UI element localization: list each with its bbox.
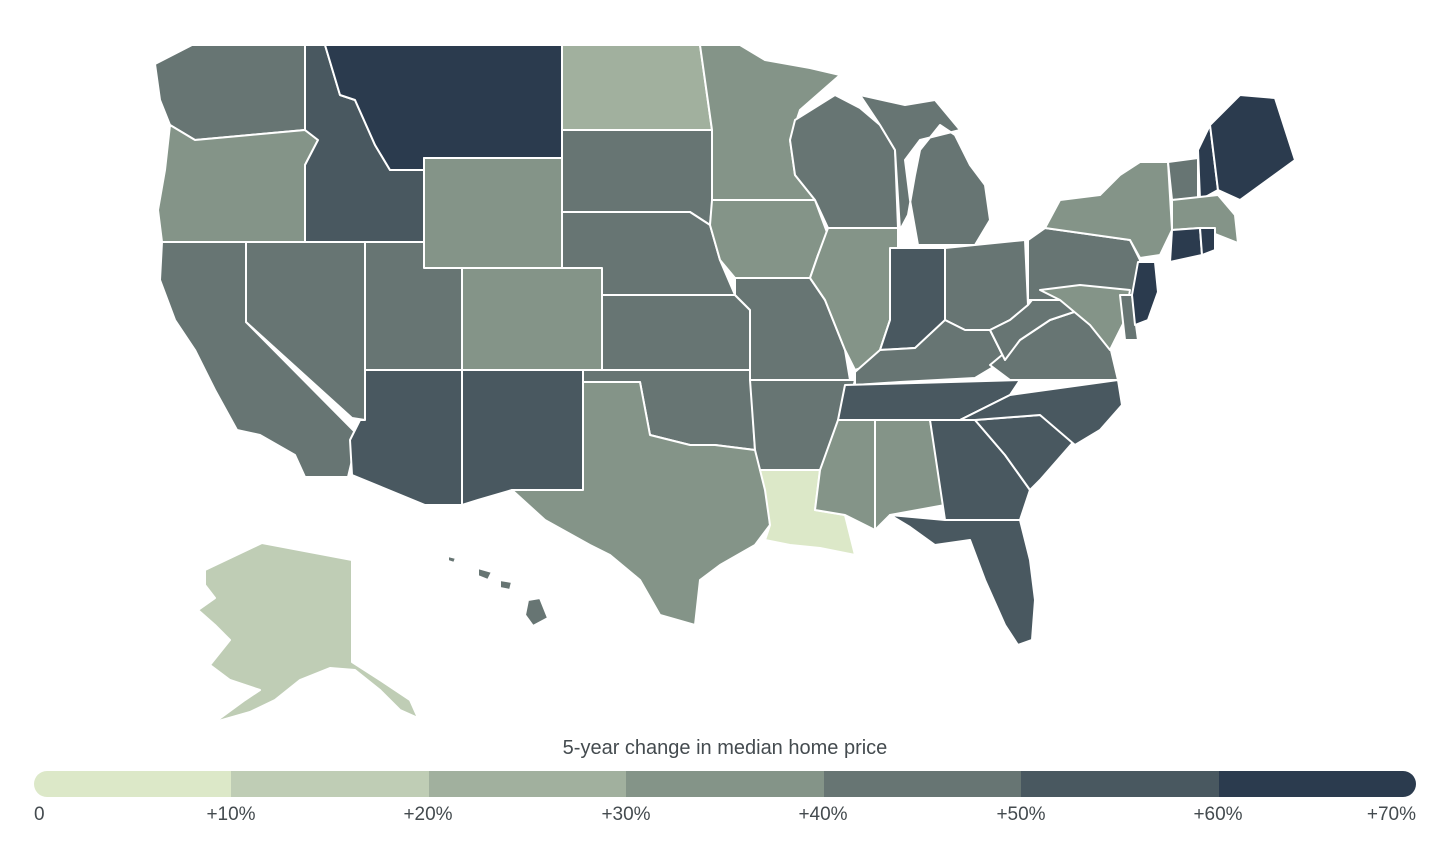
state-oregon bbox=[157, 124, 319, 243]
state-new-jersey bbox=[1131, 261, 1159, 326]
legend-tick-10: +10% bbox=[206, 804, 256, 825]
state-california bbox=[159, 241, 359, 478]
legend-tick-0: 0 bbox=[34, 804, 45, 825]
state-connecticut bbox=[1169, 227, 1203, 263]
state-iowa bbox=[709, 199, 829, 279]
state-south-dakota bbox=[561, 129, 713, 226]
state-colorado bbox=[461, 267, 603, 371]
legend-bin-6 bbox=[1218, 771, 1416, 797]
legend-tick-30: +30% bbox=[601, 804, 651, 825]
state-rhode-island bbox=[1199, 227, 1216, 256]
hawaii-small-islands bbox=[447, 555, 513, 591]
state-wyoming bbox=[423, 157, 563, 269]
legend-bin-1 bbox=[231, 771, 429, 797]
legend-bin-5 bbox=[1021, 771, 1219, 797]
legend-tick-50: +50% bbox=[996, 804, 1046, 825]
state-arizona bbox=[349, 369, 463, 506]
state-hawaii bbox=[524, 597, 549, 627]
state-alabama bbox=[874, 419, 946, 531]
legend-bin-2 bbox=[428, 771, 627, 797]
legend-bin-4 bbox=[823, 771, 1022, 797]
state-washington bbox=[154, 44, 306, 141]
state-maryland bbox=[1039, 284, 1131, 351]
legend-title: 5-year change in median home price bbox=[562, 737, 888, 759]
state-north-dakota bbox=[561, 44, 713, 131]
legend-tick-70: +70% bbox=[1366, 804, 1416, 825]
legend-tick-60: +60% bbox=[1193, 804, 1243, 825]
state-new-mexico bbox=[461, 369, 584, 506]
state-vermont bbox=[1167, 157, 1199, 201]
state-alaska bbox=[197, 542, 419, 723]
legend-bin-0 bbox=[34, 771, 232, 797]
us-choropleth-map bbox=[154, 44, 1296, 723]
legend-tick-20: +20% bbox=[403, 804, 453, 825]
state-florida bbox=[889, 514, 1036, 646]
legend-color-scale bbox=[34, 771, 1416, 797]
state-north-carolina bbox=[959, 379, 1123, 446]
state-maine bbox=[1209, 94, 1296, 201]
state-kansas bbox=[601, 294, 751, 371]
state-michigan bbox=[859, 94, 991, 246]
state-texas bbox=[511, 381, 771, 626]
legend-tick-40: +40% bbox=[798, 804, 848, 825]
legend-bin-3 bbox=[626, 771, 824, 797]
